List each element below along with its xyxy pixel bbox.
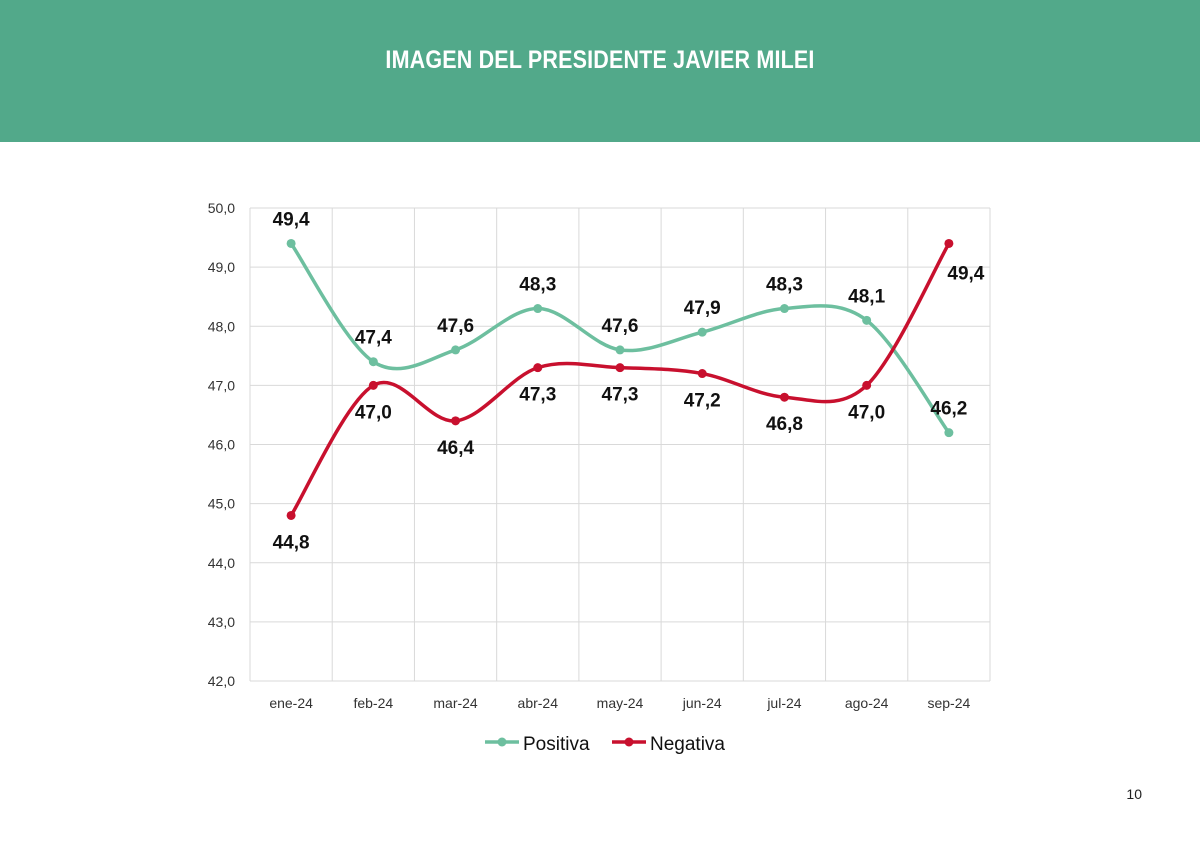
data-label-negativa: 46,4 [437, 438, 474, 459]
data-point-positiva [286, 238, 296, 248]
data-point-negativa [451, 416, 461, 426]
y-tick-label: 49,0 [208, 259, 235, 275]
legend-marker-negativa [624, 737, 634, 747]
data-point-positiva [615, 345, 625, 355]
data-point-negativa [944, 238, 954, 248]
data-label-positiva: 46,2 [930, 399, 967, 420]
data-label-negativa: 44,8 [273, 532, 310, 553]
y-tick-label: 48,0 [208, 318, 235, 334]
x-tick-label: jun-24 [682, 695, 722, 711]
data-point-negativa [368, 380, 378, 390]
data-point-positiva [944, 428, 954, 438]
data-label-negativa: 47,2 [684, 391, 721, 412]
data-point-negativa [286, 510, 296, 520]
y-tick-label: 43,0 [208, 614, 235, 630]
y-tick-label: 45,0 [208, 496, 235, 512]
data-point-negativa [779, 392, 789, 402]
data-label-positiva: 47,6 [437, 316, 474, 337]
data-label-positiva: 47,4 [355, 328, 392, 349]
data-label-positiva: 48,3 [519, 275, 556, 296]
y-tick-label: 42,0 [208, 673, 235, 689]
data-point-positiva [862, 315, 872, 325]
data-label-positiva: 47,9 [684, 298, 721, 319]
x-tick-label: sep-24 [927, 695, 970, 711]
y-tick-label: 50,0 [208, 200, 235, 216]
data-label-positiva: 49,4 [273, 209, 310, 230]
y-tick-label: 47,0 [208, 377, 235, 393]
y-tick-label: 46,0 [208, 437, 235, 453]
data-label-positiva: 48,1 [848, 286, 885, 307]
legend-label-negativa: Negativa [650, 734, 725, 755]
x-tick-label: mar-24 [433, 695, 478, 711]
y-tick-label: 44,0 [208, 555, 235, 571]
page-number: 10 [1126, 786, 1142, 802]
header-banner: IMAGEN DEL PRESIDENTE JAVIER MILEI [0, 0, 1200, 142]
data-label-negativa: 47,3 [519, 385, 556, 406]
data-point-negativa [533, 363, 543, 373]
data-point-negativa [615, 363, 625, 373]
x-tick-label: abr-24 [518, 695, 559, 711]
data-label-negativa: 47,0 [848, 402, 885, 423]
data-label-negativa: 46,8 [766, 414, 803, 435]
data-label-negativa: 49,4 [947, 263, 984, 284]
data-point-negativa [697, 369, 707, 379]
x-tick-label: feb-24 [353, 695, 393, 711]
x-tick-label: may-24 [597, 695, 644, 711]
x-tick-label: ago-24 [845, 695, 889, 711]
data-point-positiva [779, 304, 789, 314]
data-label-negativa: 47,3 [602, 385, 639, 406]
x-tick-label: jul-24 [766, 695, 801, 711]
series-line-negativa [289, 241, 951, 518]
data-point-negativa [862, 380, 872, 390]
data-label-negativa: 47,0 [355, 402, 392, 423]
legend-marker-positiva [497, 737, 507, 747]
page-title: IMAGEN DEL PRESIDENTE JAVIER MILEI [385, 46, 815, 74]
data-point-positiva [697, 327, 707, 337]
legend-label-positiva: Positiva [523, 734, 590, 755]
data-label-positiva: 48,3 [766, 275, 803, 296]
data-point-positiva [368, 357, 378, 367]
data-label-positiva: 47,6 [602, 316, 639, 337]
data-point-positiva [533, 304, 543, 314]
x-tick-label: ene-24 [269, 695, 313, 711]
data-point-positiva [451, 345, 461, 355]
